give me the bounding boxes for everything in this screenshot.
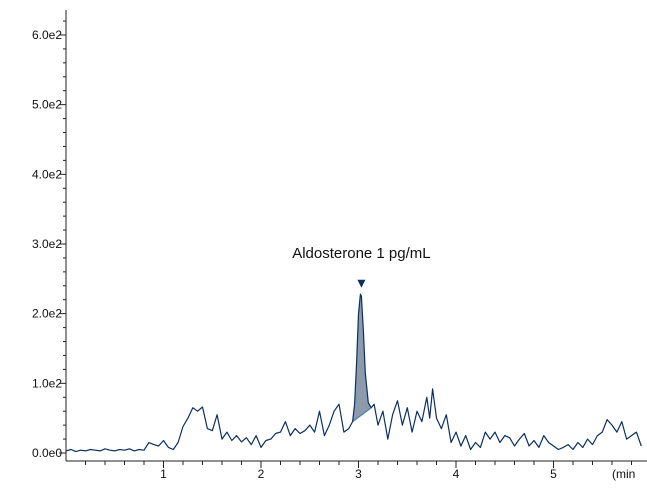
y-tick-label: 1.0e2 [32,376,62,390]
x-tick-label: 1 [160,467,167,481]
y-tick-label: 4.0e2 [32,167,62,181]
y-axis: 0.0e0 1.0e2 2.0e2 3.0e2 4.0e2 5.0e2 6.0e2 [32,10,67,461]
chromatogram-trace [65,293,642,453]
x-tick-label: 2 [258,467,265,481]
y-tick-label: 3.0e2 [32,237,62,251]
peak-annotation-label: Aldosterone 1 pg/mL [292,245,430,262]
plot-area [65,293,642,453]
y-tick-label: 2.0e2 [32,307,62,321]
x-axis: 1 2 3 4 5 [66,460,647,481]
peak-marker-icon [357,279,366,288]
y-tick-label: 5.0e2 [32,98,62,112]
x-tick-label: 5 [550,467,557,481]
y-tick-label: 0.0e0 [32,446,62,460]
x-axis-unit-label: (min [612,467,635,481]
y-tick-label: 6.0e2 [32,28,62,42]
x-tick-label: 4 [453,467,460,481]
x-tick-label: 3 [355,467,362,481]
peak-baseline [352,407,372,423]
peak-annotation: Aldosterone 1 pg/mL [292,245,431,288]
